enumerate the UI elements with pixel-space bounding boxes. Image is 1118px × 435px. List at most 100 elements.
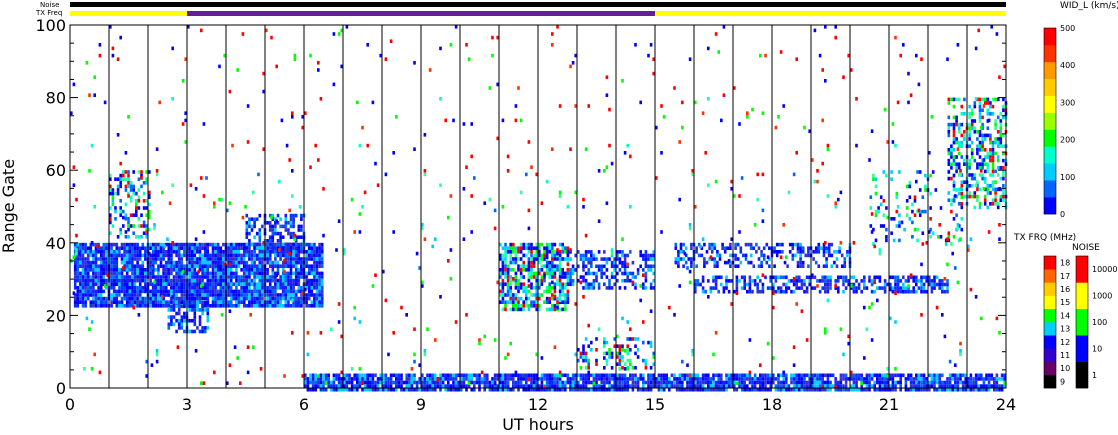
- scatter-cell: [280, 118, 284, 123]
- scatter-cell: [340, 370, 343, 375]
- scatter-cell: [556, 305, 559, 310]
- scatter-cell: [452, 373, 455, 378]
- scatter-cell: [206, 278, 210, 283]
- scatter-cell: [968, 122, 971, 127]
- scatter-cell: [111, 191, 115, 196]
- scatter-cell: [759, 384, 762, 388]
- scatter-cell: [798, 286, 801, 290]
- scatter-cell: [976, 162, 979, 166]
- scatter-cell: [747, 260, 750, 265]
- scatter-cell: [902, 289, 905, 294]
- scatter-cell: [276, 296, 280, 301]
- scatter-cell: [947, 126, 951, 130]
- scatter-cell: [649, 373, 653, 378]
- scatter-cell: [307, 286, 311, 290]
- scatter-cell: [679, 257, 683, 261]
- scatter-cell: [159, 250, 163, 254]
- scatter-cell: [320, 286, 324, 290]
- scatter-cell: [235, 271, 238, 276]
- scatter-cell: [73, 264, 77, 268]
- scatter-cell: [228, 201, 232, 205]
- scatter-cell: [761, 387, 765, 392]
- scatter-cell: [886, 282, 889, 287]
- scatter-cell: [574, 53, 577, 58]
- scatter-cell: [551, 246, 554, 250]
- scatter-cell: [198, 315, 202, 319]
- scatter-cell: [170, 268, 173, 272]
- scatter-cell: [237, 253, 241, 258]
- scatter-cell: [493, 226, 497, 231]
- scatter-cell: [132, 184, 135, 189]
- scatter-cell: [587, 373, 590, 378]
- scatter-cell: [92, 250, 95, 254]
- scatter-cell: [294, 264, 298, 268]
- scatter-cell: [111, 46, 115, 51]
- scatter-cell: [248, 282, 251, 286]
- scatter-cell: [790, 377, 793, 381]
- scatter-cell: [587, 260, 590, 265]
- scatter-cell: [167, 315, 171, 319]
- scatter-cell: [995, 387, 999, 392]
- scatter-cell: [262, 71, 265, 76]
- scatter-cell: [710, 246, 714, 250]
- scatter-cell: [322, 380, 325, 385]
- scatter-cell: [603, 373, 606, 378]
- scatter-cell: [898, 170, 901, 174]
- scatter-cell: [196, 289, 199, 294]
- scatter-cell: [176, 345, 180, 349]
- scatter-cell: [978, 104, 982, 109]
- scatter-cell: [960, 187, 964, 192]
- scatter-cell: [203, 289, 207, 294]
- scatter-cell: [519, 246, 523, 250]
- txfreq-segment-1: [187, 11, 655, 16]
- scatter-cell: [527, 278, 531, 283]
- scatter-cell: [817, 264, 821, 268]
- scatter-cell: [514, 296, 518, 301]
- scatter-cell: [769, 384, 772, 388]
- scatter-cell: [102, 257, 106, 261]
- scatter-cell: [569, 268, 572, 272]
- scatter-cell: [551, 377, 554, 381]
- scatter-cell: [730, 377, 733, 381]
- scatter-cell: [844, 377, 848, 381]
- scatter-cell: [73, 304, 77, 308]
- scatter-cell: [535, 384, 538, 388]
- scatter-cell: [206, 250, 210, 254]
- scatter-cell: [219, 264, 223, 268]
- scatter-cell: [813, 387, 817, 392]
- scatter-cell: [144, 268, 147, 272]
- scatter-cell: [287, 246, 290, 250]
- scatter-cell: [660, 104, 663, 108]
- scatter-cell: [807, 253, 810, 258]
- scatter-cell: [279, 300, 282, 304]
- scatter-cell: [177, 253, 181, 258]
- scatter-cell: [449, 194, 453, 198]
- scatter-cell: [970, 194, 974, 199]
- scatter-cell: [558, 250, 562, 254]
- scatter-cell: [149, 278, 152, 283]
- scatter-cell: [782, 384, 785, 388]
- scatter-cell: [250, 260, 254, 265]
- scatter-cell: [183, 311, 186, 316]
- scatter-cell: [81, 282, 85, 286]
- scatter-cell: [595, 380, 598, 385]
- scatter-cell: [691, 384, 694, 388]
- scatter-cell: [610, 384, 614, 388]
- scatter-cell: [973, 126, 977, 130]
- scatter-cell: [929, 191, 932, 196]
- scatter-cell: [177, 286, 181, 290]
- scatter-cell: [159, 282, 163, 286]
- scatter-cell: [898, 220, 901, 225]
- scatter-cell: [206, 275, 210, 279]
- scatter-cell: [261, 253, 264, 258]
- scatter-cell: [138, 246, 142, 250]
- scatter-cell: [772, 286, 775, 290]
- scatter-cell: [694, 205, 697, 209]
- scatter-cell: [177, 300, 181, 305]
- scatter-cell: [92, 271, 95, 276]
- scatter-cell: [268, 224, 272, 229]
- scatter-cell: [865, 377, 869, 381]
- scatter-cell: [883, 387, 887, 392]
- scatter-cell: [538, 242, 541, 247]
- scatter-cell: [785, 380, 788, 385]
